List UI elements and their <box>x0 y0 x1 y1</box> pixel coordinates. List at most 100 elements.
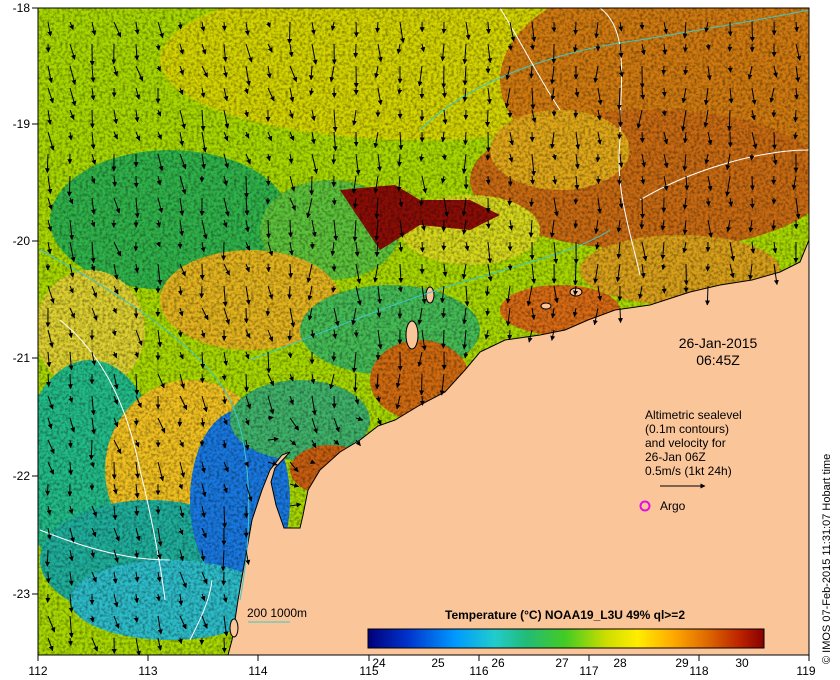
velocity-arrow <box>68 571 74 586</box>
velocity-arrow <box>377 43 383 63</box>
velocity-arrow <box>641 153 647 168</box>
velocity-arrow <box>725 175 731 197</box>
velocity-arrow <box>352 197 358 209</box>
velocity-arrow <box>113 21 122 38</box>
velocity-arrow <box>112 351 118 359</box>
velocity-arrow <box>663 153 669 169</box>
velocity-arrow <box>728 87 734 104</box>
velocity-arrow <box>68 395 74 403</box>
velocity-arrow <box>289 131 295 142</box>
land-mass <box>227 239 809 655</box>
velocity-arrow <box>505 307 511 327</box>
velocity-arrow <box>552 175 558 185</box>
lon-tick-label: 113 <box>138 664 157 678</box>
velocity-arrow <box>45 43 51 53</box>
velocity-arrow <box>373 263 379 283</box>
velocity-arrow <box>244 197 250 216</box>
velocity-arrow <box>46 241 52 255</box>
velocity-arrow <box>332 109 338 132</box>
velocity-arrow <box>177 21 183 30</box>
velocity-arrow <box>222 219 228 228</box>
velocity-arrow <box>91 351 97 366</box>
velocity-arrow <box>222 505 228 529</box>
velocity-arrow <box>441 307 447 319</box>
velocity-arrow <box>287 351 293 359</box>
velocity-arrow <box>399 219 405 238</box>
velocity-arrow <box>550 87 556 101</box>
velocity-arrow <box>507 43 513 51</box>
velocity-arrow <box>244 351 250 360</box>
velocity-arrow <box>795 197 801 219</box>
velocity-arrow <box>267 131 273 142</box>
velocity-arrow <box>396 43 402 55</box>
velocity-arrow <box>747 65 753 80</box>
velocity-arrow <box>353 21 359 38</box>
velocity-arrow <box>289 502 302 508</box>
velocity-arrow <box>266 153 271 162</box>
velocity-arrow <box>289 87 295 103</box>
velocity-arrow <box>618 43 624 58</box>
legend-line: Altimetric sealevel <box>645 408 742 422</box>
velocity-arrow <box>531 109 537 123</box>
velocity-arrow <box>417 65 423 87</box>
velocity-arrow <box>47 65 53 83</box>
velocity-arrow <box>113 439 122 454</box>
velocity-arrow <box>46 351 52 368</box>
velocity-arrow <box>69 109 75 120</box>
velocity-arrow <box>289 439 297 446</box>
velocity-arrow <box>244 439 250 451</box>
velocity-arrow <box>750 109 756 121</box>
velocity-arrow <box>355 439 361 447</box>
velocity-arrow <box>179 65 185 76</box>
velocity-arrow <box>641 241 648 262</box>
velocity-arrow <box>245 285 251 305</box>
velocity-arrow <box>157 417 166 434</box>
velocity-arrow <box>134 461 140 479</box>
velocity-arrow <box>707 219 713 238</box>
velocity-arrow <box>47 197 53 210</box>
velocity-arrow <box>200 21 206 32</box>
velocity-arrow <box>112 571 118 584</box>
velocity-arrow <box>572 307 578 317</box>
velocity-arrow <box>223 87 229 102</box>
velocity-arrow <box>223 131 229 142</box>
velocity-arrow <box>67 373 73 390</box>
velocity-arrow <box>529 175 535 185</box>
velocity-arrow <box>442 109 448 125</box>
date-label: 26-Jan-2015 <box>679 335 758 351</box>
velocity-arrow <box>375 21 381 33</box>
colorbar-tick: 27 <box>555 656 569 670</box>
velocity-arrow <box>157 153 164 172</box>
velocity-arrow <box>90 131 96 150</box>
velocity-arrow <box>90 263 96 272</box>
velocity-arrow <box>223 153 230 169</box>
velocity-arrow <box>91 505 97 518</box>
velocity-arrow <box>113 527 120 542</box>
velocity-arrow <box>179 461 186 478</box>
velocity-arrow <box>333 439 340 445</box>
lon-tick-label: 118 <box>689 664 708 678</box>
velocity-arrow <box>179 219 185 237</box>
velocity-arrow <box>682 153 688 172</box>
velocity-arrow <box>310 109 316 122</box>
lon-tick-label: 115 <box>359 664 378 678</box>
velocity-arrow <box>793 109 799 123</box>
velocity-arrow <box>157 263 163 285</box>
velocity-arrow <box>636 109 643 129</box>
velocity-arrow <box>223 65 228 78</box>
velocity-arrow <box>135 637 141 655</box>
velocity-arrow <box>287 21 293 44</box>
velocity-arrow <box>550 307 556 319</box>
depth-label: 200 1000m <box>247 606 307 620</box>
velocity-arrow <box>69 263 75 278</box>
velocity-arrow <box>44 153 50 174</box>
velocity-arrow <box>245 241 251 251</box>
velocity-arrow <box>463 131 469 146</box>
velocity-arrow <box>575 131 581 150</box>
velocity-arrow <box>640 87 646 100</box>
velocity-arrow <box>440 131 446 143</box>
velocity-arrow <box>91 153 97 165</box>
velocity-arrow <box>201 43 207 55</box>
velocity-arrow <box>134 21 140 35</box>
velocity-arrow <box>616 241 622 259</box>
